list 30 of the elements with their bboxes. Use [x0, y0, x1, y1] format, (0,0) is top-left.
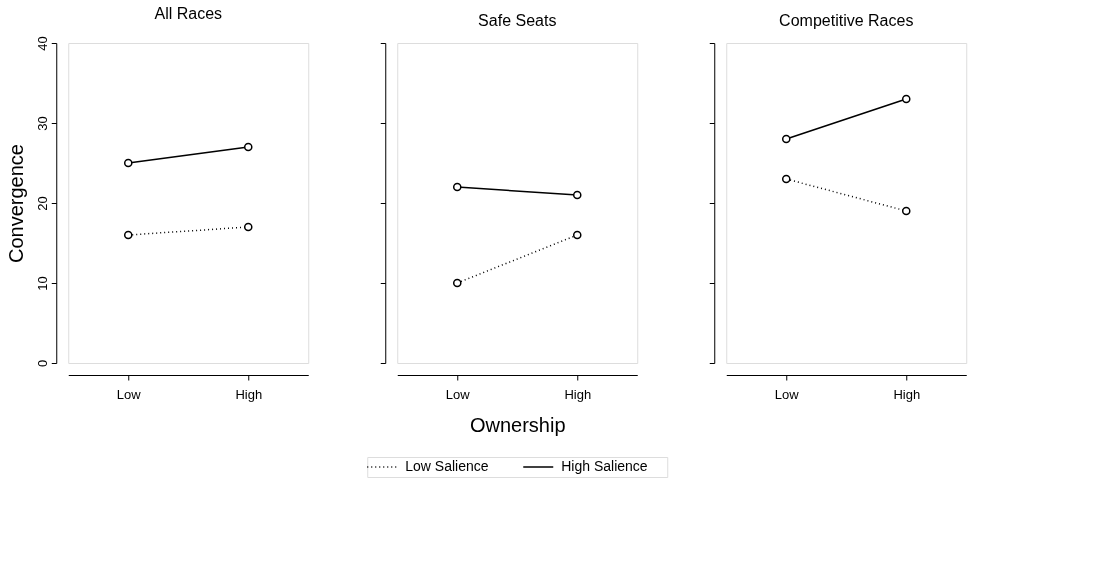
x-tick-label: High: [564, 386, 592, 402]
chart-title: Competitive Races: [779, 11, 914, 29]
x-tick-label: Low: [445, 386, 471, 402]
legend-label: Low Salience: [405, 458, 489, 474]
point: [123, 230, 133, 240]
x-tick-label: High: [893, 386, 921, 402]
point: [781, 174, 791, 184]
x-axis-title: Ownership: [469, 413, 566, 436]
point: [572, 190, 582, 200]
point: [572, 230, 582, 240]
chart-title: All Races: [154, 4, 223, 22]
point: [123, 158, 133, 168]
y-axis-title: Convergence: [4, 144, 27, 263]
y-tick-label: 10: [34, 276, 50, 291]
point: [452, 278, 462, 288]
x-tick-label: Low: [116, 386, 142, 402]
point: [901, 206, 911, 216]
y-tick-label: 40: [34, 36, 50, 51]
y-tick-label: 20: [34, 196, 50, 211]
y-tick-label: 0: [34, 359, 50, 368]
legend-label: High Salience: [561, 458, 648, 474]
point: [781, 134, 791, 144]
point: [243, 222, 253, 232]
point: [452, 182, 462, 192]
chart-title: Safe Seats: [478, 11, 557, 29]
x-tick-label: Low: [774, 386, 800, 402]
point: [901, 94, 911, 104]
point: [243, 142, 253, 152]
x-tick-label: High: [235, 386, 263, 402]
y-tick-label: 30: [34, 116, 50, 131]
